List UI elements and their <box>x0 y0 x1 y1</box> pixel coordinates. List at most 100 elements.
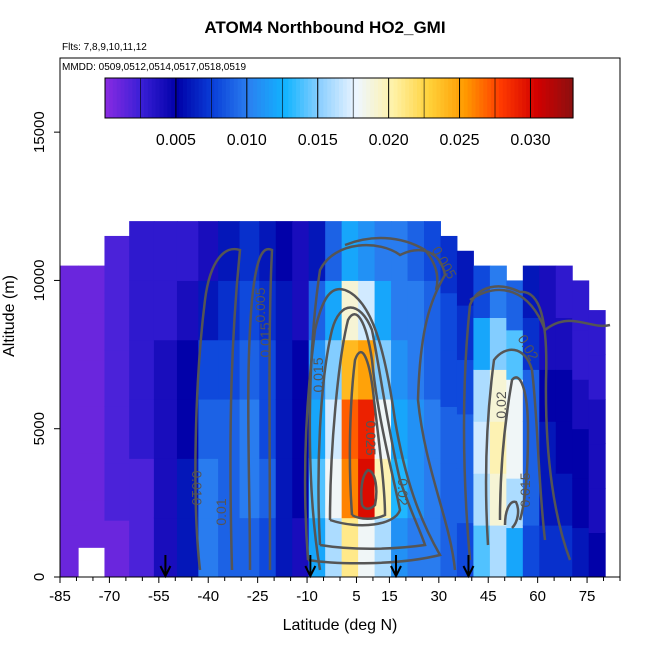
y-tick-label: 5000 <box>31 412 48 445</box>
heatmap-cell <box>539 265 557 318</box>
colorbar-swatch <box>545 78 551 118</box>
x-tick-label: -25 <box>247 588 269 605</box>
colorbar-swatch <box>222 78 227 118</box>
heatmap-cells <box>60 221 606 577</box>
x-tick-label: 15 <box>381 588 398 605</box>
contour-line <box>498 376 530 521</box>
contour-lines <box>194 236 611 571</box>
colorbar-swatch <box>327 78 332 118</box>
heatmap-cell <box>440 349 458 407</box>
heatmap-cell <box>198 458 219 519</box>
colorbar-swatch <box>276 78 282 118</box>
colorbar-swatch <box>448 78 453 118</box>
heatmap-cell <box>588 443 606 489</box>
contour-line <box>469 288 611 333</box>
x-tick-label: -85 <box>49 588 71 605</box>
heatmap-cell <box>555 473 573 526</box>
colorbar-swatch <box>245 78 250 118</box>
colorbar-swatch <box>311 78 317 118</box>
heatmap-cell <box>522 473 540 526</box>
colorbar-swatch <box>237 78 243 118</box>
x-tick-label: 60 <box>529 588 546 605</box>
colorbar-swatch <box>159 78 165 118</box>
colorbar-swatch <box>549 78 555 118</box>
colorbar-swatch <box>463 78 469 118</box>
heatmap-cell <box>153 517 178 577</box>
colorbar-swatch <box>346 78 352 118</box>
y-tick-label: 15000 <box>31 111 48 153</box>
colorbar-swatch <box>225 78 231 118</box>
colorbar-swatch <box>105 78 110 118</box>
colorbar-swatch <box>354 78 360 118</box>
colorbar-tick-label: 0.030 <box>510 132 550 149</box>
heatmap-cell <box>129 517 155 577</box>
heatmap-cell <box>555 317 573 370</box>
heatmap-cell <box>555 421 573 474</box>
colorbar-swatch <box>155 78 161 118</box>
colorbar-swatch <box>296 78 301 118</box>
heatmap-cell <box>60 317 79 370</box>
colorbar-swatch <box>530 78 535 118</box>
flight-arrows <box>159 555 475 579</box>
contour-label: 0.02 <box>493 391 509 418</box>
heatmap-cell <box>440 235 458 294</box>
contour-line <box>303 287 442 565</box>
heatmap-cell <box>489 525 507 577</box>
colorbar-swatch <box>264 78 270 118</box>
heatmap-cell <box>275 517 293 577</box>
y-tick-label: 0 <box>31 573 48 581</box>
colorbar-swatch <box>409 78 414 118</box>
heatmap-cell <box>218 399 241 459</box>
heatmap-cell <box>456 522 474 577</box>
colorbar-swatch <box>424 78 430 118</box>
colorbar-swatch <box>202 78 207 118</box>
heatmap-cell <box>153 339 178 400</box>
colorbar-swatch <box>483 78 488 118</box>
colorbar-swatch <box>198 78 204 118</box>
colorbar-swatch <box>397 78 402 118</box>
contour-line <box>328 313 402 527</box>
colorbar-swatch <box>323 78 328 118</box>
heatmap-cell <box>374 280 392 341</box>
flights-label: Flts: 7,8,9,10,11,12 <box>62 42 147 53</box>
heatmap-cell <box>572 280 590 331</box>
heatmap-cell <box>129 458 155 519</box>
colorbar-swatch <box>565 78 570 118</box>
colorbar-swatch <box>487 78 492 118</box>
heatmap-cell <box>572 329 590 380</box>
x-axis: -85 -70 -55 -40 -25 -10 5 15 30 45 60 75 <box>49 577 621 605</box>
contour-label: 0.015 <box>517 472 533 507</box>
contour-label: 0.005 <box>252 287 268 322</box>
x-tick-label: 30 <box>430 588 447 605</box>
heatmap-cell <box>176 399 199 459</box>
heatmap-cell <box>292 517 310 577</box>
heatmap-cell <box>153 458 178 519</box>
heatmap-cell <box>78 500 105 548</box>
heatmap-cell <box>78 359 105 407</box>
colorbar-tick-label: 0.005 <box>156 132 196 149</box>
heatmap-cell <box>358 221 376 281</box>
heatmap-cell <box>218 517 241 577</box>
colorbar-swatch <box>319 78 324 118</box>
heatmap-cell <box>572 478 590 529</box>
heatmap-cell <box>198 517 219 577</box>
heatmap-cell <box>292 280 310 341</box>
x-tick-label: 75 <box>579 588 596 605</box>
heatmap-cell <box>506 329 524 380</box>
heatmap-cell <box>275 221 293 281</box>
heatmap-cell <box>456 250 474 306</box>
colorbar-swatch <box>502 78 508 118</box>
heatmap-cell <box>341 221 359 281</box>
heatmap-cell <box>60 369 79 422</box>
x-tick-label: -10 <box>296 588 318 605</box>
colorbar: 0.005 0.010 0.015 0.020 0.025 0.030 <box>104 77 574 149</box>
heatmap-cell <box>588 399 606 445</box>
colorbar-swatch <box>331 78 336 118</box>
colorbar-swatch <box>214 78 219 118</box>
heatmap-cell <box>440 463 458 521</box>
colorbar-swatch <box>413 78 418 118</box>
colorbar-swatch <box>506 78 512 118</box>
heatmap-cell <box>506 428 524 479</box>
colorbar-swatch <box>389 78 395 118</box>
